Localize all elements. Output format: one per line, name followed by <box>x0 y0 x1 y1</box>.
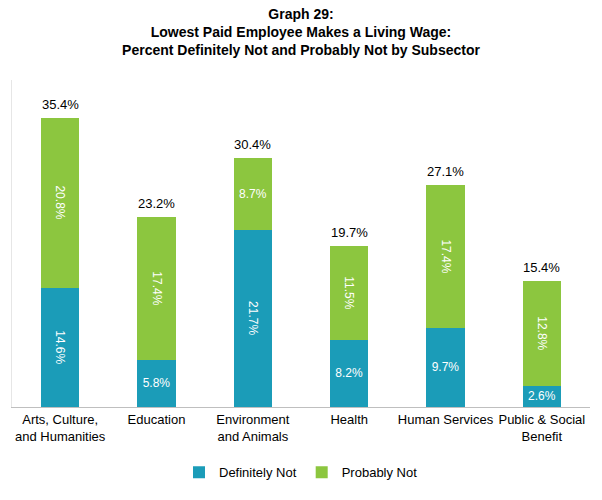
svg-text:17.4%: 17.4% <box>150 271 164 305</box>
svg-text:Graph 29:Lowest Paid Employee: Graph 29:Lowest Paid Employee Makes a Li… <box>122 6 480 58</box>
svg-text:Education: Education <box>128 412 186 427</box>
svg-text:9.7%: 9.7% <box>432 360 460 374</box>
svg-text:Definitely Not: Definitely Not <box>219 465 297 480</box>
svg-text:15.4%: 15.4% <box>523 260 560 275</box>
svg-text:Environmentand Animals: Environmentand Animals <box>216 412 289 444</box>
svg-text:Arts, Culture,and Humanities: Arts, Culture,and Humanities <box>15 412 106 444</box>
svg-text:Health: Health <box>330 412 368 427</box>
svg-text:2.6%: 2.6% <box>528 389 556 403</box>
svg-text:30.4%: 30.4% <box>234 137 271 152</box>
svg-text:11.5%: 11.5% <box>342 276 356 309</box>
svg-text:8.7%: 8.7% <box>239 187 267 201</box>
svg-text:14.6%: 14.6% <box>53 330 67 364</box>
svg-text:Human Services: Human Services <box>398 412 494 427</box>
svg-text:12.8%: 12.8% <box>535 316 549 350</box>
svg-text:Public & SocialBenefit: Public & SocialBenefit <box>498 412 585 444</box>
svg-text:21.7%: 21.7% <box>246 301 260 335</box>
svg-text:17.4%: 17.4% <box>439 239 453 273</box>
svg-text:8.2%: 8.2% <box>335 366 363 380</box>
svg-text:5.8%: 5.8% <box>143 376 171 390</box>
svg-text:19.7%: 19.7% <box>331 225 368 240</box>
svg-text:Probably Not: Probably Not <box>342 465 418 480</box>
svg-text:27.1%: 27.1% <box>427 164 464 179</box>
svg-text:23.2%: 23.2% <box>138 196 175 211</box>
svg-text:35.4%: 35.4% <box>42 97 79 112</box>
svg-text:20.8%: 20.8% <box>53 185 67 219</box>
